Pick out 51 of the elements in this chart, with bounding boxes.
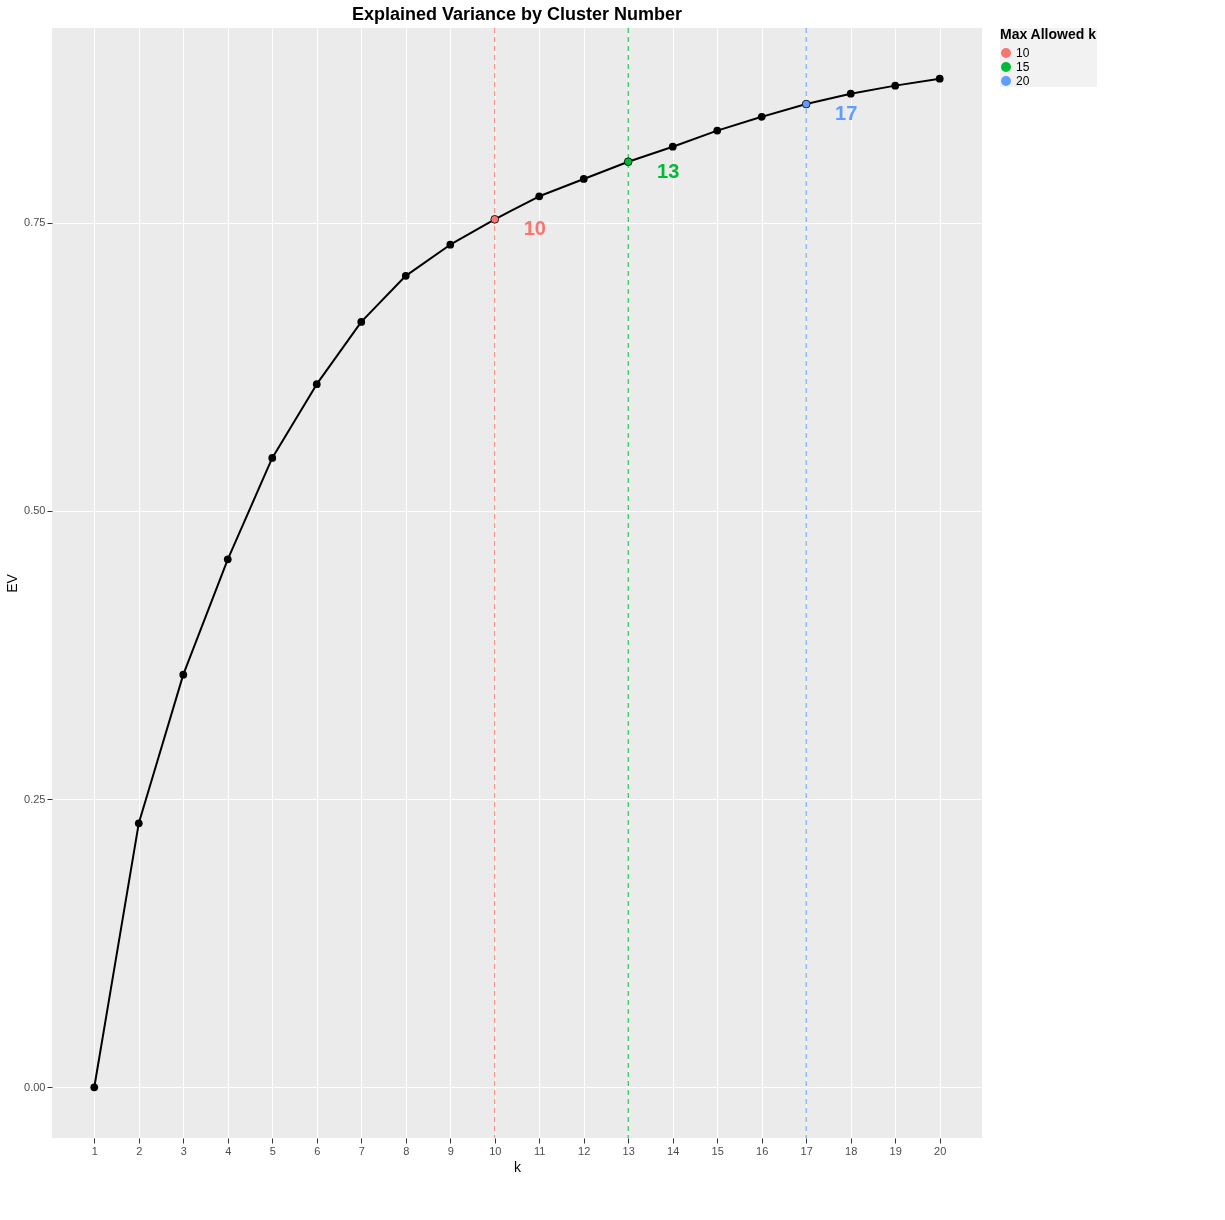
point	[891, 81, 900, 90]
x-tick-label: 2	[136, 1144, 143, 1157]
point	[846, 89, 855, 98]
point	[312, 380, 321, 389]
point	[268, 454, 277, 462]
point	[935, 74, 944, 83]
legend-label: 10	[1016, 46, 1030, 60]
point	[757, 112, 766, 121]
x-tick-label: 4	[225, 1144, 232, 1157]
point	[357, 318, 366, 326]
y-tick-label: 0.00	[24, 1080, 46, 1093]
x-tick-label: 17	[800, 1144, 813, 1157]
x-tick-label: 8	[403, 1144, 410, 1157]
x-tick-label: 18	[845, 1144, 858, 1157]
point	[446, 240, 455, 249]
x-tick-label: 1	[91, 1144, 98, 1157]
x-tick-label: 16	[756, 1144, 769, 1157]
y-axis-title: EV	[4, 573, 21, 593]
y-tick-label: 0.50	[24, 504, 46, 517]
x-tick-label: 3	[180, 1144, 187, 1157]
x-tick-label: 9	[447, 1144, 454, 1157]
point	[579, 175, 588, 183]
x-tick-label: 11	[534, 1144, 546, 1157]
x-tick-label: 13	[622, 1144, 635, 1157]
point	[223, 555, 232, 564]
point	[535, 192, 544, 201]
chart-title: Explained Variance by Cluster Number	[351, 3, 683, 24]
x-tick-label: 14	[667, 1144, 680, 1157]
x-tick-label: 6	[314, 1144, 321, 1157]
point	[401, 271, 410, 280]
point	[668, 142, 677, 151]
y-tick-label: 0.75	[24, 216, 46, 229]
x-tick-label: 7	[358, 1144, 365, 1157]
annotation: 10	[523, 217, 546, 240]
y-tick-label: 0.25	[24, 792, 46, 805]
point	[713, 126, 722, 135]
legend-title: Max Allowed k	[1000, 26, 1097, 42]
annotation: 17	[835, 102, 858, 125]
point	[134, 819, 143, 828]
x-tick-label: 5	[269, 1144, 276, 1157]
annotation: 13	[657, 159, 680, 182]
x-tick-label: 10	[489, 1144, 502, 1157]
x-tick-label: 19	[889, 1144, 902, 1157]
x-tick-label: 20	[934, 1144, 947, 1157]
point	[179, 670, 188, 679]
point	[90, 1083, 99, 1092]
x-axis-title: k	[514, 1158, 522, 1175]
legend-label: 20	[1016, 74, 1030, 88]
legend-label: 15	[1016, 60, 1030, 74]
x-tick-label: 15	[711, 1144, 724, 1157]
x-tick-label: 12	[578, 1144, 591, 1157]
